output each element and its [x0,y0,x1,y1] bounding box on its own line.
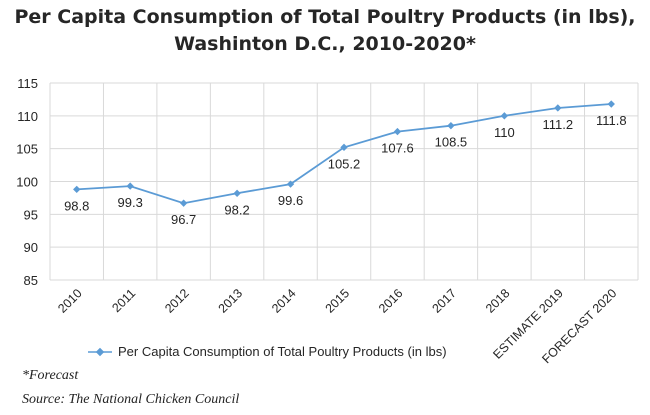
legend: Per Capita Consumption of Total Poultry … [88,344,447,359]
y-tick-label: 95 [24,207,38,222]
data-point [233,189,241,197]
data-point [607,100,615,108]
y-axis-ticks: 85 90 95 100 105 110 115 [16,76,38,288]
data-point [393,127,402,136]
y-tick-label: 90 [24,240,38,255]
y-tick-label: 105 [16,142,38,157]
data-label: 99.3 [118,195,143,210]
y-tick-label: 110 [17,109,38,124]
data-label: 111.2 [543,117,574,132]
y-tick-label: 115 [17,76,38,91]
forecast-note: *Forecast [22,368,79,383]
data-point [73,185,81,194]
y-tick-label: 85 [24,273,38,288]
gridlines [49,82,639,281]
data-point [500,112,509,120]
data-label: 99.6 [278,193,303,208]
data-label: 105.2 [328,156,361,171]
y-tick-label: 100 [16,175,38,190]
chart-title: Per Capita Consumption of Total Poultry … [0,4,650,58]
data-point [447,122,455,130]
data-label: 111.8 [596,113,627,128]
x-tick-label: 2014 [269,286,299,316]
data-point [126,182,134,190]
x-tick-label: 2017 [429,286,459,316]
chart-title-line-2: Washinton D.C., 2010-2020* [174,33,476,55]
data-point [554,104,562,112]
source-note: Source: The National Chicken Council [22,392,240,407]
data-label: 98.8 [64,198,89,213]
x-tick-label: 2012 [162,286,192,316]
data-labels: 98.8 99.3 96.7 98.2 99.6 105.2 107.6 108.5 110 11… [64,113,627,227]
x-tick-label: 2016 [376,286,406,316]
data-label: 107.6 [381,141,414,156]
x-tick-label: 2015 [323,286,353,316]
x-tick-label: 2018 [483,286,513,316]
legend-marker [88,347,112,356]
chart-title-line-1: Per Capita Consumption of Total Poultry … [14,6,636,28]
data-label: 110 [494,125,515,140]
x-tick-label: 2011 [109,286,138,315]
x-tick-label: 2010 [55,286,85,316]
legend-label: Per Capita Consumption of Total Poultry … [118,344,447,359]
data-point [179,199,188,207]
data-point [340,143,348,152]
x-tick-label: 2013 [216,286,246,316]
data-label: 98.2 [224,202,249,217]
data-label: 96.7 [171,212,196,227]
data-label: 108.5 [435,135,468,150]
series-layer [73,100,615,207]
